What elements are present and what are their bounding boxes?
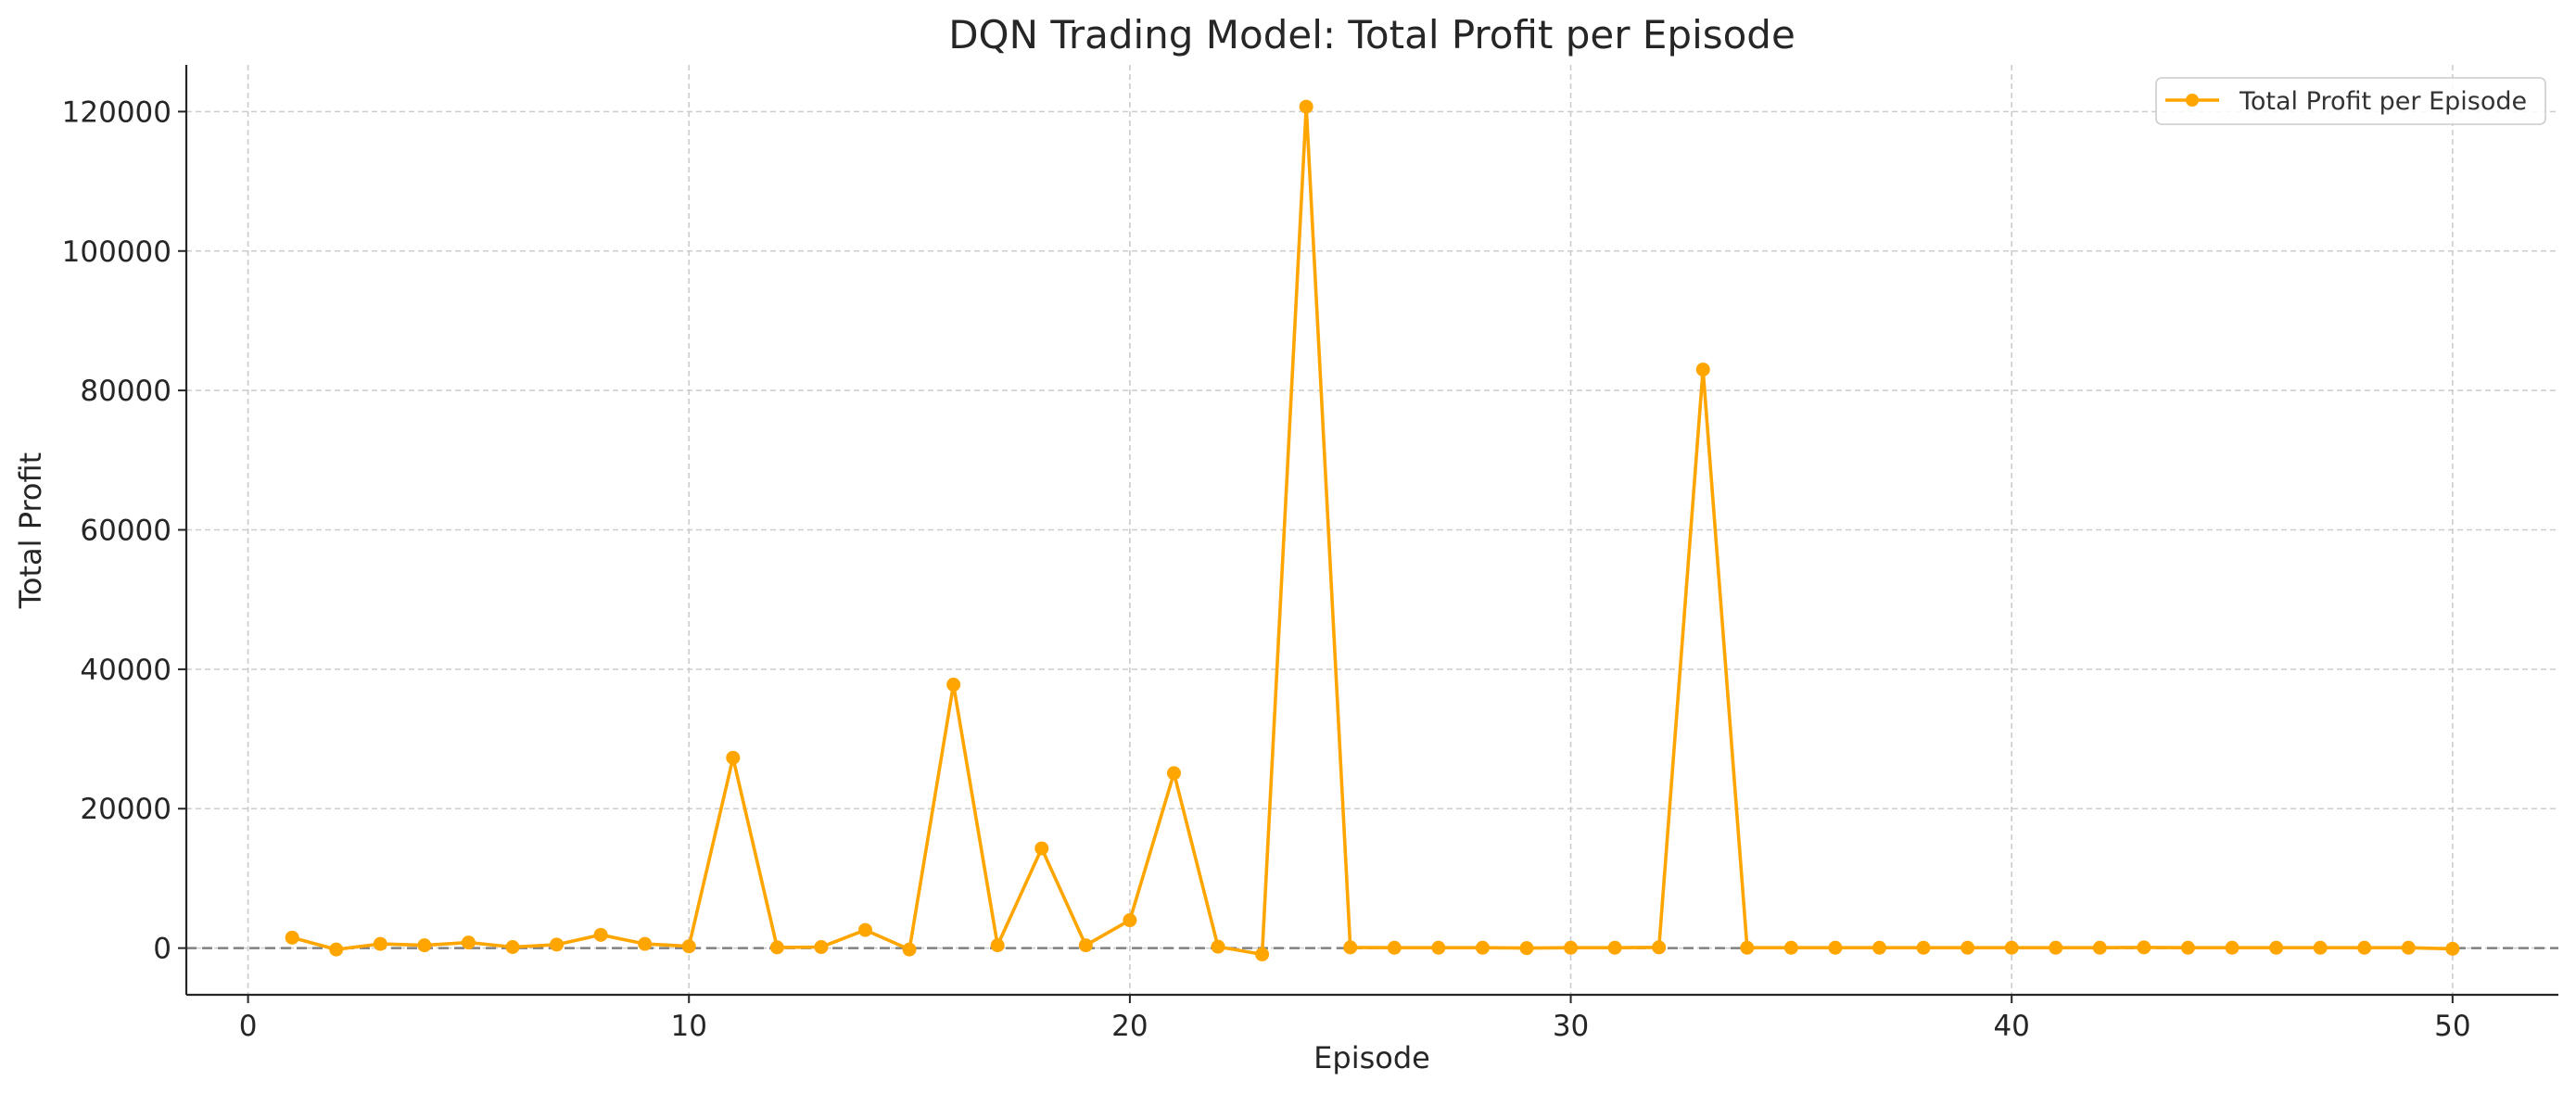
data-point — [593, 927, 608, 942]
data-point — [1431, 940, 1446, 955]
data-point — [1916, 940, 1931, 955]
y-tick-label: 20000 — [80, 793, 171, 826]
y-tick-label: 0 — [153, 933, 171, 966]
data-point — [1299, 99, 1313, 114]
data-point — [1783, 940, 1798, 955]
x-tick-label: 50 — [2434, 1010, 2470, 1043]
data-point — [505, 939, 520, 954]
data-point — [726, 750, 741, 765]
data-point — [814, 939, 829, 954]
legend: Total Profit per Episode — [2155, 77, 2546, 125]
chart-title: DQN Trading Model: Total Profit per Epis… — [948, 12, 1796, 57]
series-line-total-profit — [291, 105, 2453, 957]
legend-entry-label: Total Profit per Episode — [2239, 87, 2527, 116]
x-tick-label: 0 — [239, 1010, 258, 1043]
data-point — [1652, 940, 1667, 955]
data-point — [2357, 940, 2372, 955]
data-point — [946, 677, 961, 692]
data-point — [417, 938, 432, 953]
data-point — [2313, 940, 2328, 955]
data-point — [1607, 940, 1622, 955]
x-axis-ticks: 0 10 20 30 40 50 — [239, 995, 2471, 1043]
grid — [186, 65, 2558, 995]
data-point — [2269, 940, 2284, 955]
data-point — [2092, 940, 2107, 955]
data-point — [2401, 940, 2416, 955]
data-point — [1166, 766, 1181, 781]
y-tick-label: 40000 — [80, 654, 171, 687]
data-point — [2049, 940, 2063, 955]
x-tick-label: 30 — [1553, 1010, 1589, 1043]
x-axis-label: Episode — [1313, 1040, 1430, 1075]
data-point — [550, 937, 565, 952]
legend-box — [2155, 77, 2546, 125]
data-point — [1564, 940, 1579, 955]
data-point — [2225, 940, 2240, 955]
y-tick-label: 120000 — [62, 95, 171, 129]
data-point — [2137, 940, 2151, 955]
y-tick-label: 100000 — [62, 235, 171, 269]
data-point — [2004, 940, 2019, 955]
data-point — [1343, 940, 1358, 955]
legend-marker-swatch — [2186, 94, 2199, 107]
x-tick-label: 10 — [671, 1010, 707, 1043]
data-point — [285, 930, 299, 945]
data-point — [1740, 940, 1755, 955]
series-layer — [285, 99, 2460, 961]
data-point — [1695, 363, 1710, 377]
data-point — [2445, 941, 2460, 956]
data-point — [373, 936, 387, 951]
data-point — [990, 938, 1005, 953]
x-tick-label: 40 — [1993, 1010, 2029, 1043]
y-axis-label: Total Profit — [13, 452, 48, 609]
y-tick-label: 60000 — [80, 515, 171, 548]
data-point — [1872, 940, 1886, 955]
data-point — [638, 936, 653, 951]
data-point — [1961, 940, 1975, 955]
data-point — [1828, 940, 1843, 955]
data-point — [858, 922, 873, 937]
data-point — [1255, 947, 1270, 961]
data-point — [1211, 939, 1225, 954]
data-point — [2180, 940, 2195, 955]
data-point — [461, 935, 476, 950]
y-tick-label: 80000 — [80, 375, 171, 408]
data-point — [902, 942, 917, 957]
data-point — [329, 942, 344, 957]
data-point — [1078, 938, 1093, 953]
data-point — [1387, 940, 1402, 955]
data-point — [1034, 841, 1049, 856]
data-point — [1123, 913, 1137, 928]
data-point — [681, 939, 696, 954]
data-point — [1519, 941, 1534, 956]
x-tick-label: 20 — [1111, 1010, 1148, 1043]
y-axis-ticks: 0 20000 40000 60000 80000 100000 120000 — [62, 95, 186, 966]
data-point — [769, 940, 784, 955]
data-point — [1475, 940, 1490, 955]
